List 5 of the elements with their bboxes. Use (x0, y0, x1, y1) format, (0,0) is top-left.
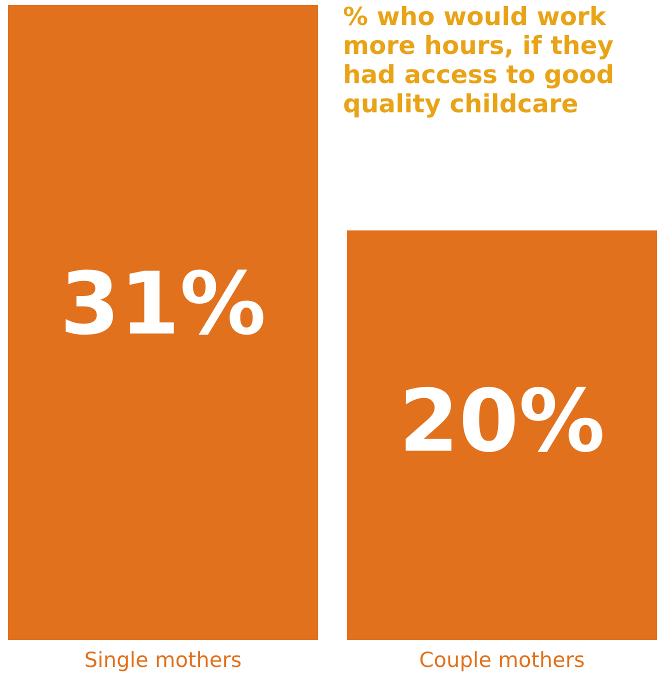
x-tick-label: Couple mothers (420, 651, 584, 672)
x-tick-label: Single mothers (86, 651, 241, 672)
text: % who would work more hours, if they had access to good quality childcare (344, 6, 614, 118)
data-label: 20% (406, 386, 602, 452)
data-label: 31% (66, 270, 264, 335)
